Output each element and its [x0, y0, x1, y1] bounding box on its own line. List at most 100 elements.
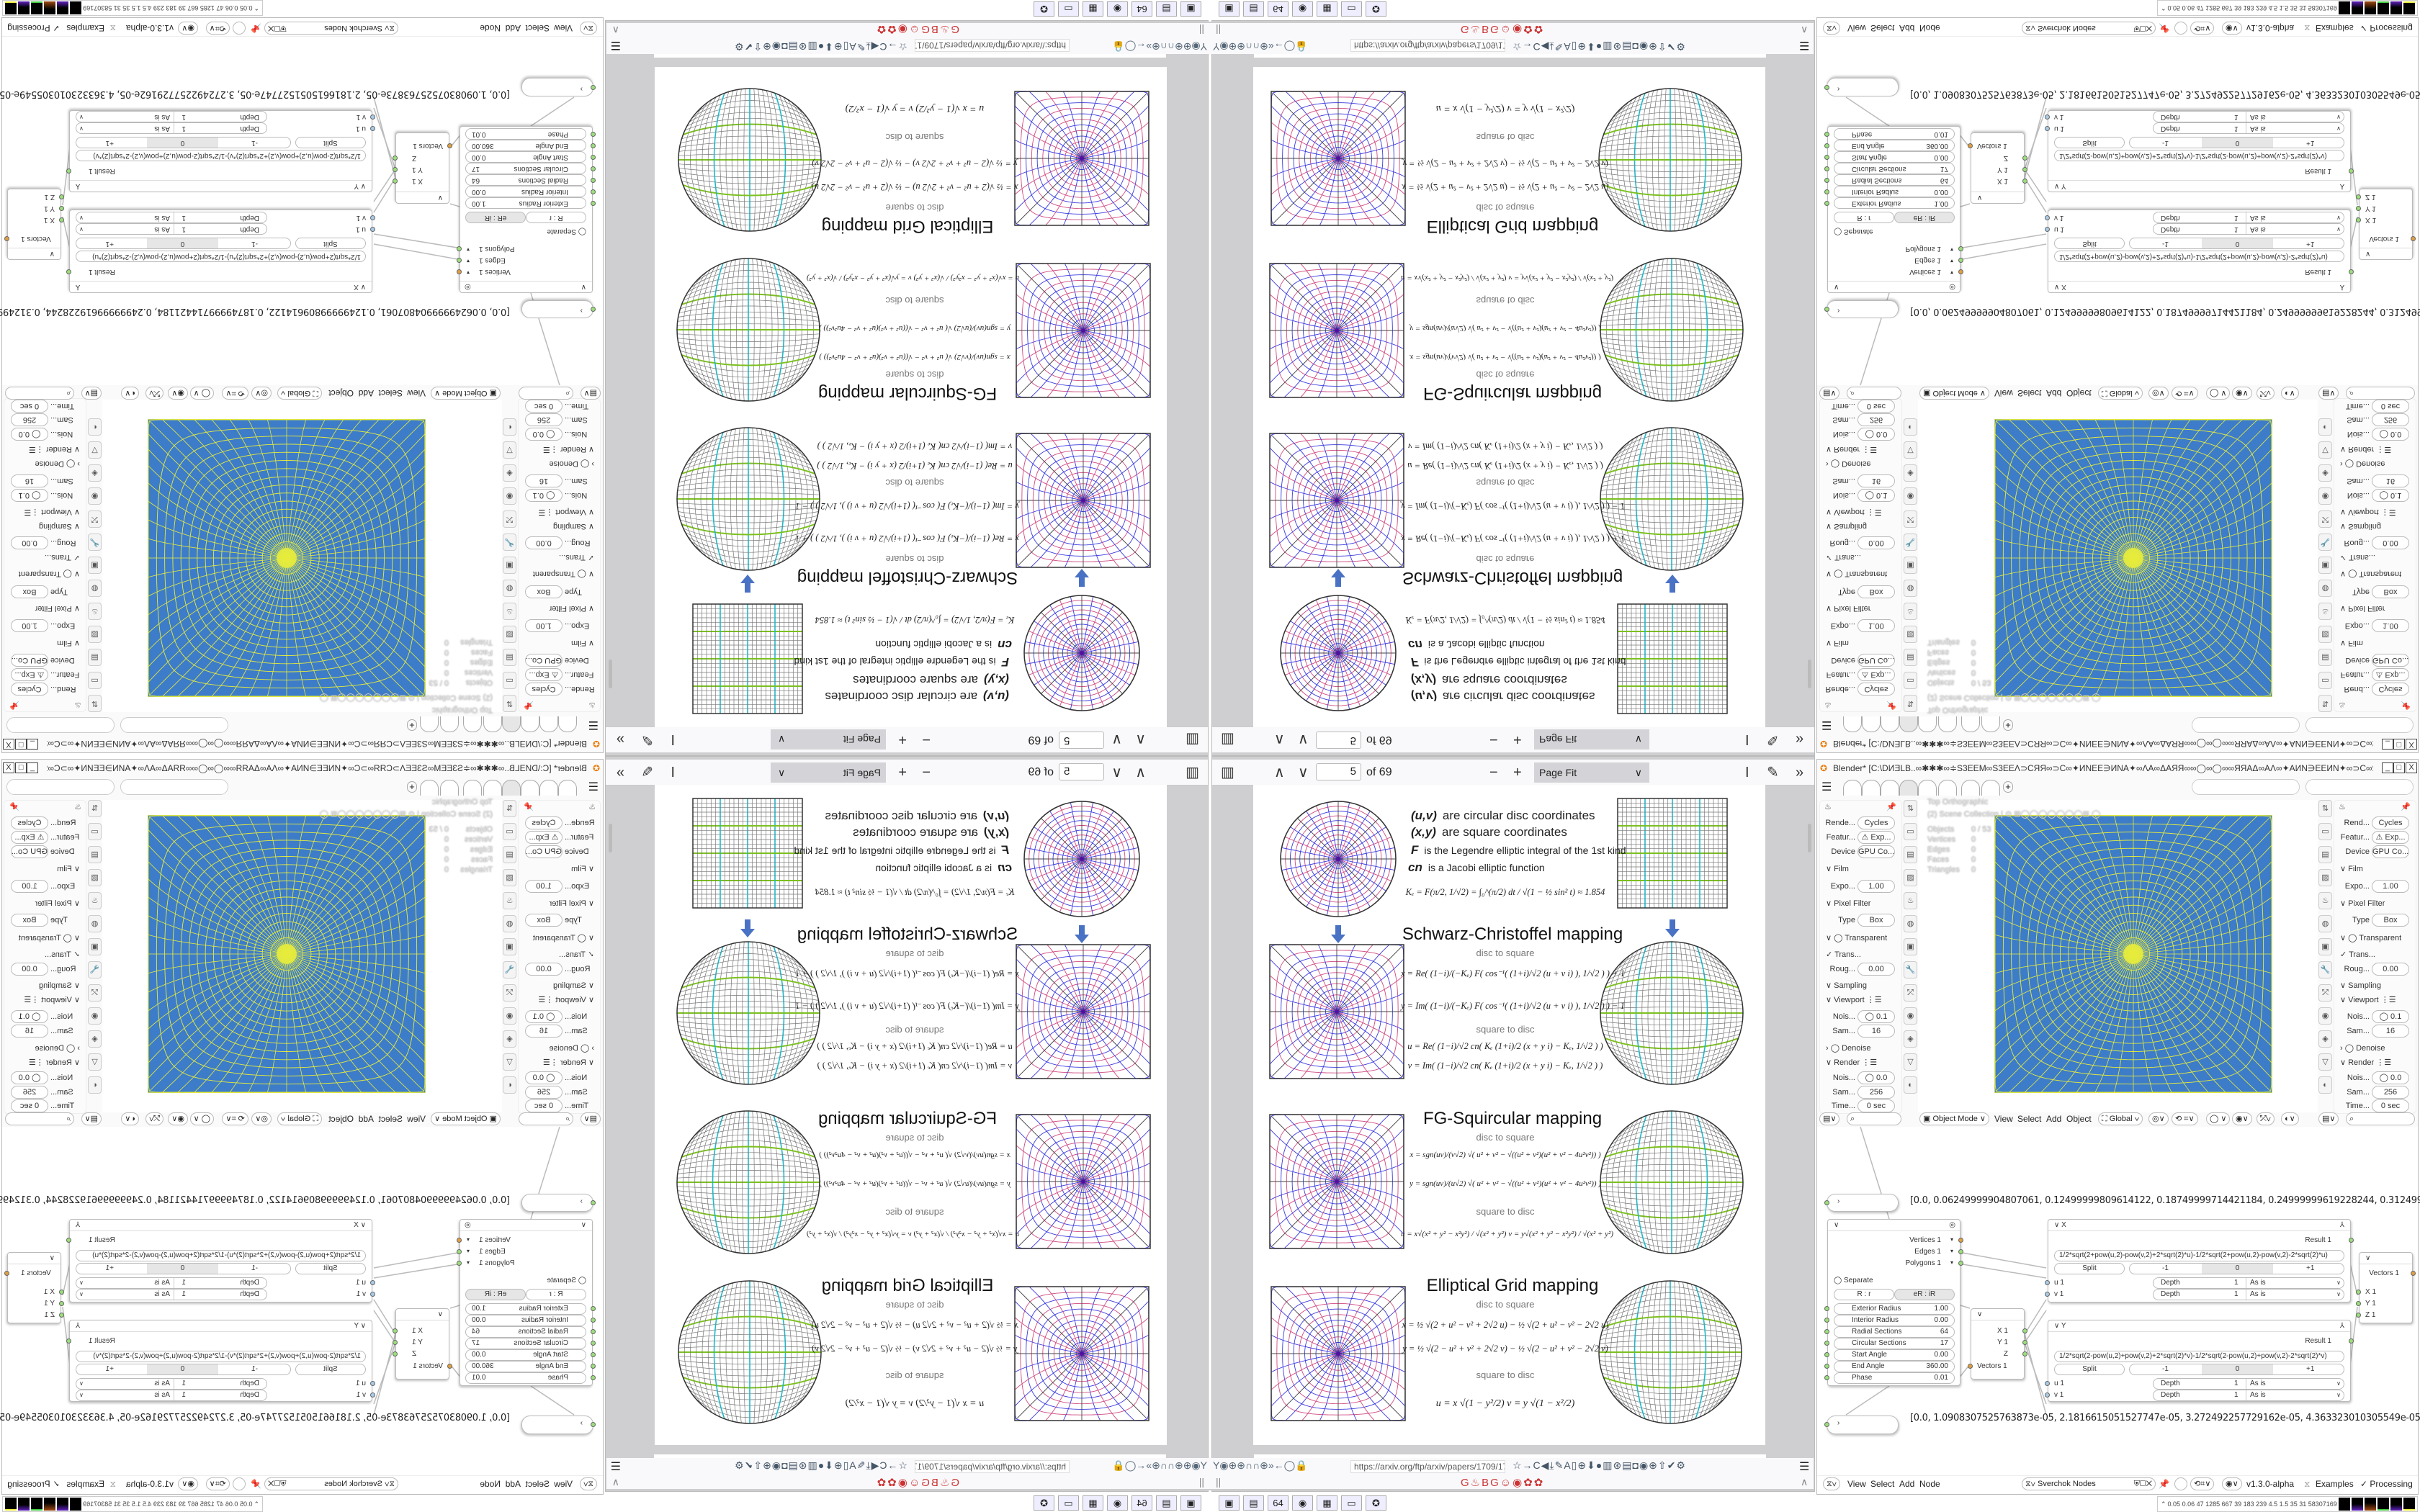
- property-value[interactable]: 1.00: [11, 619, 48, 632]
- separate-checkbox[interactable]: ◯ Separate: [547, 228, 586, 235]
- visibility-dropdown[interactable]: ◉∨: [2232, 1112, 2252, 1125]
- property-value[interactable]: 1.00: [1857, 880, 1895, 893]
- output-socket[interactable]: [1958, 269, 1963, 274]
- menu-select[interactable]: Select: [378, 388, 403, 398]
- menu-view[interactable]: View: [554, 23, 573, 33]
- input-socket[interactable]: [1824, 1200, 1829, 1205]
- input-socket[interactable]: [1824, 143, 1829, 148]
- input-socket[interactable]: [2045, 1292, 2050, 1297]
- properties-tab-icon[interactable]: ▨: [2318, 626, 2332, 643]
- panel-header[interactable]: ∨ ◯ Transparent: [1820, 932, 1901, 945]
- pivot-dropdown[interactable]: ◎∨: [2148, 1112, 2169, 1125]
- panel-header[interactable]: ∨ Render ⋮☰: [2334, 443, 2415, 456]
- param-field[interactable]: End Angle 360.00: [465, 140, 586, 151]
- properties-tab-icon[interactable]: ◍: [88, 580, 102, 597]
- param-field[interactable]: Radial Sections 64: [465, 1326, 586, 1338]
- input-socket[interactable]: [1824, 132, 1829, 137]
- properties-tab-icon[interactable]: ⇅: [503, 695, 516, 712]
- notepad-icon[interactable]: ▦: [1317, 1495, 1337, 1511]
- menu-icon[interactable]: ☰: [1799, 1461, 1810, 1473]
- blender-icon[interactable]: ✪: [1034, 1495, 1054, 1511]
- reroute-node[interactable]: ›: [1824, 1194, 1899, 1212]
- menu-add[interactable]: Add: [1899, 23, 1915, 33]
- panel-header[interactable]: ∨ Viewport ⋮☰: [2334, 505, 2415, 518]
- gizmo-dropdown[interactable]: ⤱∨: [2257, 387, 2275, 400]
- remote-desktop-icon[interactable]: ▣: [1219, 1495, 1240, 1511]
- properties-tab-icon[interactable]: ▭: [1904, 672, 1917, 689]
- input-socket[interactable]: [1824, 1352, 1829, 1357]
- depth-stepper[interactable]: -1 0 +1: [2129, 1263, 2344, 1274]
- green-app-icon[interactable]: ▤: [1243, 1, 1264, 17]
- pin-icon[interactable]: 📌: [2401, 803, 2411, 811]
- property-value[interactable]: GPU Co...: [525, 845, 563, 858]
- panel-header[interactable]: ✓ Trans...: [1820, 948, 1901, 961]
- properties-tab-icon[interactable]: ▤: [1904, 846, 1917, 863]
- examples-menu[interactable]: Examples: [2316, 23, 2354, 33]
- property-value[interactable]: 256: [1857, 413, 1895, 426]
- firefox-icon[interactable]: ◉: [1107, 1, 1128, 17]
- panel-header[interactable]: ∨ Film: [1820, 863, 1901, 876]
- properties-search[interactable]: ⌕: [1847, 1112, 1901, 1125]
- input-socket[interactable]: [2356, 1290, 2361, 1295]
- panel-header[interactable]: ∨ Sampling: [519, 979, 600, 992]
- decrement[interactable]: -1: [251, 1365, 258, 1373]
- panel-header[interactable]: › ◯ Denoise: [5, 457, 86, 470]
- properties-tab-icon[interactable]: ⤱: [88, 984, 102, 1002]
- panel-header[interactable]: ∨ ◯ Transparent: [2334, 567, 2415, 580]
- panel-header[interactable]: ∨ Film: [5, 636, 86, 649]
- properties-tab-icon[interactable]: ▨: [88, 626, 102, 643]
- properties-tab-icon[interactable]: ▨: [1904, 869, 1917, 886]
- output-socket[interactable]: [457, 1238, 462, 1243]
- node-editor[interactable]: › [0.0, 0.06249999904807061, 0.124999998…: [0, 18, 603, 385]
- property-value[interactable]: ⚠ Exp...: [11, 668, 48, 681]
- properties-tab-icon[interactable]: ◍: [88, 915, 102, 932]
- as-is-dropdown[interactable]: As is: [2246, 1278, 2266, 1288]
- increment[interactable]: +1: [2306, 139, 2315, 147]
- input-socket[interactable]: [591, 178, 596, 183]
- properties-tab-icon[interactable]: ♨: [1904, 603, 1917, 620]
- menu-object[interactable]: Object: [328, 388, 354, 398]
- workspace-tab[interactable]: [502, 780, 521, 796]
- increment[interactable]: +1: [2306, 1264, 2315, 1272]
- decrement[interactable]: -1: [251, 240, 258, 248]
- formula-input[interactable]: 1/2*sqrt(2-pow(u,2)+pow(v,2)+2*sqrt(2)*v…: [76, 150, 366, 161]
- menu-node[interactable]: Node: [1919, 1479, 1940, 1489]
- as-is-dropdown[interactable]: As is: [2246, 212, 2266, 222]
- panel-header[interactable]: ✓ Trans...: [5, 948, 86, 961]
- menu-select[interactable]: Select: [525, 1479, 550, 1489]
- notepad-icon[interactable]: ▦: [1083, 1495, 1103, 1511]
- output-socket[interactable]: [2022, 1328, 2027, 1333]
- tree-actions-icon[interactable]: ⛨▢✕: [2133, 1480, 2152, 1488]
- menu-select[interactable]: Select: [2017, 388, 2042, 398]
- property-value[interactable]: ◯ 0.0: [11, 428, 48, 441]
- input-socket[interactable]: [591, 1318, 596, 1323]
- param-field[interactable]: Interior Radius 0.00: [1834, 186, 1955, 197]
- param-field[interactable]: End Angle 360.00: [465, 1361, 586, 1372]
- menu-node[interactable]: Node: [480, 1479, 501, 1489]
- properties-tab-icon[interactable]: ◐: [1904, 418, 1917, 436]
- dropdown-icon[interactable]: ▾: [467, 1236, 470, 1243]
- minimize-button[interactable]: _: [27, 762, 38, 773]
- input-socket[interactable]: [2356, 206, 2361, 211]
- mode-r-button[interactable]: R : r: [1834, 1289, 1894, 1300]
- mode-er-button[interactable]: eR : iR: [465, 1289, 526, 1300]
- properties-tab-icon[interactable]: ▽: [1904, 441, 1917, 459]
- input-socket[interactable]: [370, 1280, 375, 1285]
- tree-actions-icon[interactable]: ⛨▢✕: [268, 24, 287, 32]
- maximize-button[interactable]: □: [15, 762, 27, 773]
- more-tools-icon[interactable]: »: [1796, 765, 1804, 780]
- properties-tab-icon[interactable]: ♨: [503, 892, 516, 909]
- firefox-icon[interactable]: ◉: [1292, 1, 1313, 17]
- gizmo-dropdown[interactable]: ⤱∨: [145, 387, 163, 400]
- properties-tab-icon[interactable]: ◈: [1904, 464, 1917, 482]
- as-is-dropdown[interactable]: As is: [154, 1278, 174, 1288]
- panel-header[interactable]: ∨ ◯ Transparent: [2334, 932, 2415, 945]
- menu-view[interactable]: View: [1847, 1479, 1866, 1489]
- shading-dropdown[interactable]: ◐∨: [121, 387, 139, 400]
- input-socket[interactable]: [1824, 155, 1829, 160]
- editor-type-dropdown[interactable]: ▤∨: [580, 1112, 601, 1125]
- dropdown-icon[interactable]: ▾: [1950, 269, 1953, 276]
- separate-checkbox[interactable]: ◯ Separate: [547, 1277, 586, 1284]
